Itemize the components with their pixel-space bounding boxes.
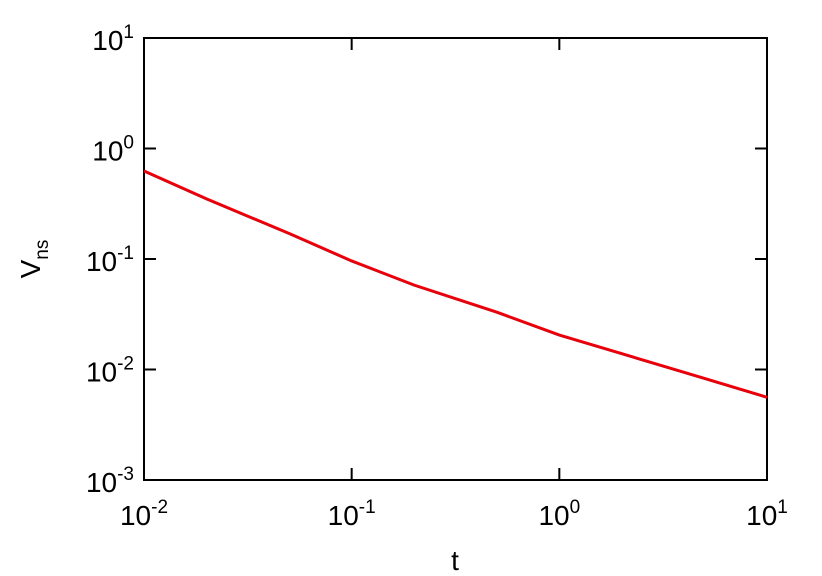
y-tick-label: 10-2	[86, 354, 134, 388]
y-axis-label: Vns	[15, 240, 53, 279]
tick-exp: 0	[123, 133, 134, 154]
data-line	[143, 169, 768, 399]
x-tick-label: 10-2	[120, 497, 168, 531]
tick-base: 10	[120, 500, 151, 531]
y-tick-label: 10-3	[86, 464, 134, 498]
x-tick-label: 101	[746, 497, 788, 531]
tick-exp: 0	[570, 497, 581, 518]
x-axis-label: t	[451, 545, 459, 576]
tick-base: 10	[86, 467, 117, 498]
x-tick-label: 100	[538, 497, 580, 531]
y-tick-label: 10-1	[86, 243, 134, 277]
tick-exp: -2	[151, 497, 168, 518]
y-label-sub: ns	[32, 240, 53, 260]
tick-base: 10	[328, 500, 359, 531]
tick-base: 10	[86, 357, 117, 388]
tick-base: 10	[92, 136, 123, 167]
tick-exp: -1	[117, 243, 134, 264]
tick-exp: 1	[123, 22, 134, 43]
tick-base: 10	[538, 500, 569, 531]
tick-base: 10	[92, 25, 123, 56]
tick-base: 10	[86, 246, 117, 277]
tick-exp: -3	[117, 464, 134, 485]
tick-exp: -1	[359, 497, 376, 518]
y-label-base: V	[15, 259, 46, 278]
tick-exp: 1	[777, 497, 788, 518]
tick-exp: -2	[117, 354, 134, 375]
y-tick-label: 101	[92, 22, 134, 56]
plot-frame	[143, 37, 768, 481]
y-tick-label: 100	[92, 133, 134, 167]
tick-base: 10	[746, 500, 777, 531]
x-tick-label: 10-1	[328, 497, 376, 531]
